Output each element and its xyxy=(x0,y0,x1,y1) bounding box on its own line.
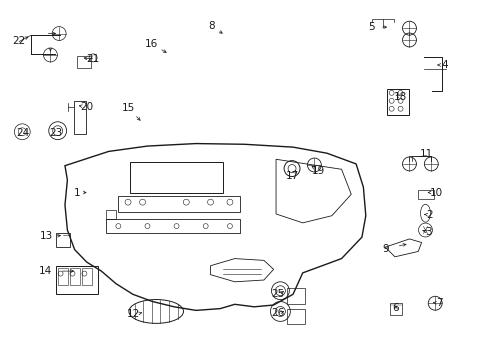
Bar xyxy=(417,190,433,199)
Bar xyxy=(130,162,222,193)
Bar xyxy=(286,309,304,324)
Text: 20: 20 xyxy=(80,102,93,112)
Bar xyxy=(74,101,85,134)
Bar xyxy=(106,210,116,219)
Bar xyxy=(386,89,407,115)
Bar xyxy=(286,288,304,304)
Text: 12: 12 xyxy=(127,309,140,319)
Bar xyxy=(77,56,91,68)
Bar xyxy=(70,267,80,285)
Bar xyxy=(56,266,98,293)
Bar xyxy=(56,233,70,247)
Text: 19: 19 xyxy=(311,166,324,176)
Text: 15: 15 xyxy=(121,103,134,113)
Bar xyxy=(58,267,68,285)
Bar xyxy=(106,219,239,233)
Bar xyxy=(389,303,401,315)
Text: 2: 2 xyxy=(426,210,432,220)
Text: 17: 17 xyxy=(285,171,298,181)
Text: 14: 14 xyxy=(39,266,52,276)
Text: 23: 23 xyxy=(49,128,63,138)
Text: 24: 24 xyxy=(17,128,30,138)
Text: 1: 1 xyxy=(74,188,80,198)
Text: 21: 21 xyxy=(86,54,100,64)
Text: 10: 10 xyxy=(429,188,442,198)
Text: 18: 18 xyxy=(393,92,407,102)
Text: 4: 4 xyxy=(440,60,447,70)
Text: 11: 11 xyxy=(419,149,432,159)
Text: 22: 22 xyxy=(13,36,26,46)
Text: 13: 13 xyxy=(40,231,53,242)
Text: 9: 9 xyxy=(382,244,389,253)
Text: 6: 6 xyxy=(392,303,398,313)
Bar xyxy=(118,196,239,212)
Text: 3: 3 xyxy=(425,227,431,237)
Bar xyxy=(82,267,92,285)
Text: 5: 5 xyxy=(367,22,374,32)
Text: 16: 16 xyxy=(144,39,158,49)
Text: 25: 25 xyxy=(270,289,284,298)
Text: 7: 7 xyxy=(435,298,442,308)
Text: 26: 26 xyxy=(270,308,284,318)
Text: 8: 8 xyxy=(208,21,214,31)
